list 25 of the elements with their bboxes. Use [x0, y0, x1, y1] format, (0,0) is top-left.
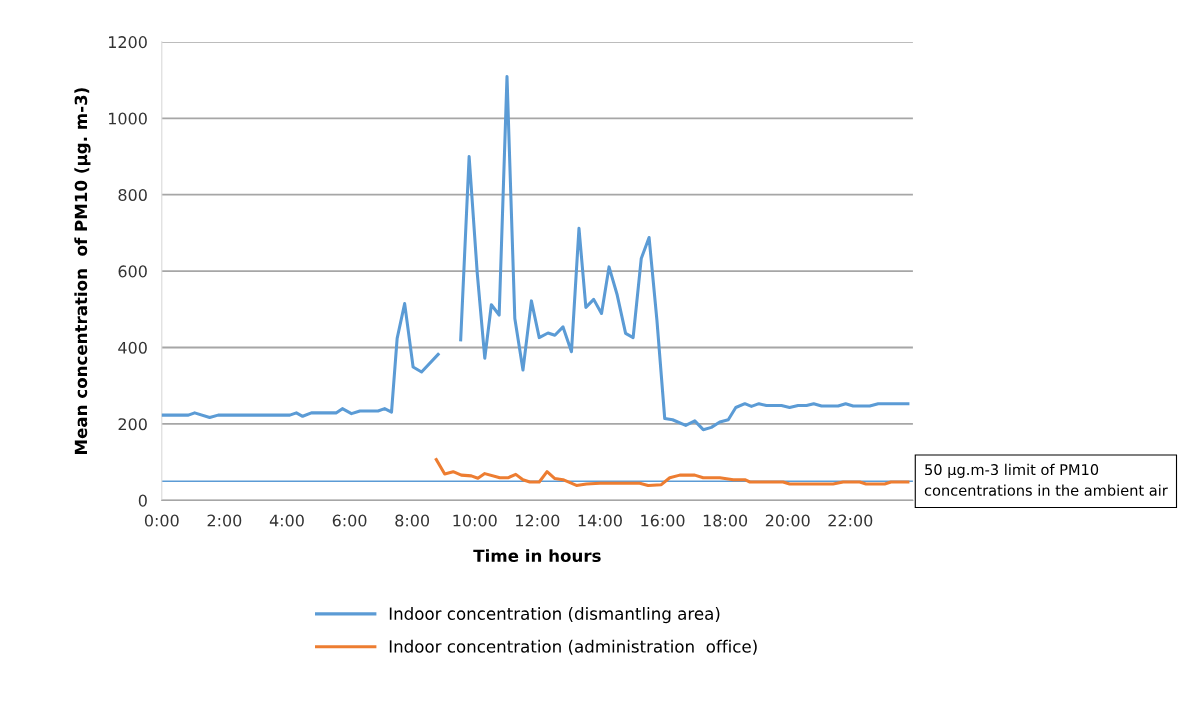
ref-line-label: 50 µg.m-3 limit of PM10 concentrations in the ambient air [924, 463, 1168, 496]
y-tick-label: 1200 [109, 36, 147, 49]
y-tick-label: 800 [118, 188, 147, 201]
x-tick-label: 8:00 [395, 514, 430, 527]
legend-label: Indoor concentration (dismantling area) [389, 607, 720, 624]
y-tick-label: 1000 [109, 112, 147, 125]
x-tick-label: 10:00 [453, 514, 497, 527]
y-tick-label: 400 [118, 341, 147, 354]
legend-label: Indoor concentration (administration office) [389, 639, 757, 655]
x-tick-label: 18:00 [703, 514, 748, 527]
x-tick-label: 0:00 [144, 514, 179, 527]
y-tick-label: 600 [118, 265, 147, 278]
x-tick-label: 6:00 [332, 514, 367, 527]
x-tick-label: 2:00 [207, 514, 242, 527]
x-axis-title: Time in hours [473, 549, 601, 563]
y-tick-label: 0 [138, 494, 147, 507]
y-axis-title: Mean concentration of PM10 (µg. m-3) [74, 88, 91, 454]
line-series [434, 457, 910, 487]
x-tick-label: 22:00 [828, 514, 873, 527]
y-tick-label: 200 [118, 418, 147, 431]
x-tick-label: 4:00 [269, 514, 304, 527]
x-tick-label: 12:00 [516, 514, 560, 527]
x-tick-label: 16:00 [641, 514, 685, 527]
x-tick-label: 20:00 [765, 514, 810, 527]
x-tick-label: 14:00 [578, 514, 622, 527]
